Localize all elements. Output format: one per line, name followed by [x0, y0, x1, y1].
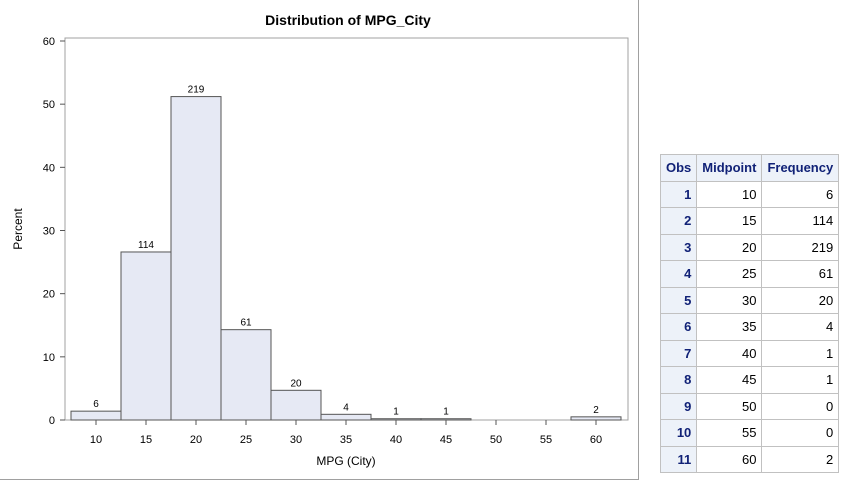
x-tick-label: 35: [340, 434, 352, 446]
cell-midpoint: 45: [696, 366, 763, 394]
table-header-row: Obs Midpoint Frequency: [659, 154, 840, 182]
table-row: 11 60 2: [659, 445, 840, 473]
x-tick-label: 30: [290, 434, 302, 446]
cell-obs: 4: [659, 260, 698, 288]
cell-midpoint: 15: [696, 207, 763, 235]
bar-data-label: 1: [443, 407, 449, 418]
table-row: 4 25 61: [659, 260, 840, 288]
y-tick-label: 20: [43, 289, 55, 301]
table-row: 10 55 0: [659, 419, 840, 447]
cell-frequency: 219: [761, 233, 840, 261]
cell-obs: 9: [659, 392, 698, 420]
histogram-bar: [570, 416, 622, 421]
histogram-bar: [70, 410, 122, 421]
table-row: 7 40 1: [659, 339, 840, 367]
y-axis: 0 10 20 30 40 50 60: [43, 36, 65, 427]
cell-obs: 6: [659, 313, 698, 341]
bar-data-label: 219: [188, 85, 205, 96]
table-row: 5 30 20: [659, 286, 840, 314]
cell-midpoint: 55: [696, 419, 763, 447]
cell-midpoint: 50: [696, 392, 763, 420]
frequency-table: Obs Midpoint Frequency 1 10 6 2 15 114 3 20 219 4…: [659, 154, 840, 473]
cell-obs: 7: [659, 339, 698, 367]
table-row: 1 10 6: [659, 180, 840, 208]
cell-midpoint: 30: [696, 286, 763, 314]
cell-frequency: 6: [761, 180, 840, 208]
cell-obs: 3: [659, 233, 698, 261]
cell-frequency: 20: [761, 286, 840, 314]
bar-data-label: 4: [343, 402, 349, 413]
histogram-bar: [120, 251, 172, 421]
header-frequency: Frequency: [761, 154, 840, 182]
cell-frequency: 0: [761, 392, 840, 420]
cell-obs: 11: [659, 445, 698, 473]
cell-frequency: 4: [761, 313, 840, 341]
bar-data-label: 6: [93, 399, 99, 410]
y-tick-label: 40: [43, 162, 55, 174]
x-tick-label: 60: [590, 434, 602, 446]
cell-midpoint: 25: [696, 260, 763, 288]
cell-obs: 8: [659, 366, 698, 394]
x-tick-label: 15: [140, 434, 152, 446]
histogram-panel: Distribution of MPG_City 0 10 20 30 40 50 60 1…: [0, 0, 639, 480]
x-tick-label: 45: [440, 434, 452, 446]
x-axis: 10 15 20 25 30 35 40 45 50 55 60: [90, 420, 602, 446]
x-axis-label: MPG (City): [316, 454, 375, 468]
histogram-bar: [420, 418, 472, 421]
cell-midpoint: 20: [696, 233, 763, 261]
histogram-bar: [270, 389, 322, 421]
y-tick-label: 50: [43, 99, 55, 111]
bar-data-label: 61: [240, 318, 252, 329]
header-midpoint: Midpoint: [696, 154, 763, 182]
y-tick-label: 10: [43, 352, 55, 364]
cell-midpoint: 10: [696, 180, 763, 208]
cell-frequency: 1: [761, 366, 840, 394]
x-tick-label: 20: [190, 434, 202, 446]
histogram-bar: [220, 329, 272, 421]
cell-obs: 1: [659, 180, 698, 208]
cell-midpoint: 40: [696, 339, 763, 367]
bar-data-label: 20: [290, 378, 302, 389]
cell-frequency: 2: [761, 445, 840, 473]
table-row: 9 50 0: [659, 392, 840, 420]
chart-title: Distribution of MPG_City: [265, 12, 431, 28]
bars: [70, 96, 622, 421]
bar-data-label: 1: [393, 407, 399, 418]
histogram-bar: [370, 418, 422, 421]
x-tick-label: 40: [390, 434, 402, 446]
table-row: 6 35 4: [659, 313, 840, 341]
cell-obs: 5: [659, 286, 698, 314]
table-row: 8 45 1: [659, 366, 840, 394]
cell-midpoint: 60: [696, 445, 763, 473]
histogram-chart: Distribution of MPG_City 0 10 20 30 40 50 60 1…: [11, 12, 629, 468]
y-tick-label: 0: [49, 415, 55, 427]
bar-labels: 6 114 219 61 20 4 1 1 2: [93, 85, 599, 418]
cell-obs: 2: [659, 207, 698, 235]
y-tick-label: 30: [43, 226, 55, 238]
y-axis-label: Percent: [11, 208, 25, 250]
histogram-bar: [170, 96, 222, 421]
header-obs: Obs: [659, 154, 698, 182]
bar-data-label: 2: [593, 405, 599, 416]
cell-frequency: 1: [761, 339, 840, 367]
histogram-bar: [320, 413, 372, 421]
x-tick-label: 25: [240, 434, 252, 446]
bar-data-label: 114: [138, 240, 154, 251]
x-tick-label: 10: [90, 434, 102, 446]
cell-frequency: 0: [761, 419, 840, 447]
cell-frequency: 61: [761, 260, 840, 288]
cell-obs: 10: [659, 419, 698, 447]
cell-midpoint: 35: [696, 313, 763, 341]
y-tick-label: 60: [43, 36, 55, 48]
x-tick-label: 50: [490, 434, 502, 446]
cell-frequency: 114: [761, 207, 840, 235]
table-row: 3 20 219: [659, 233, 840, 261]
x-tick-label: 55: [540, 434, 552, 446]
table-row: 2 15 114: [659, 207, 840, 235]
